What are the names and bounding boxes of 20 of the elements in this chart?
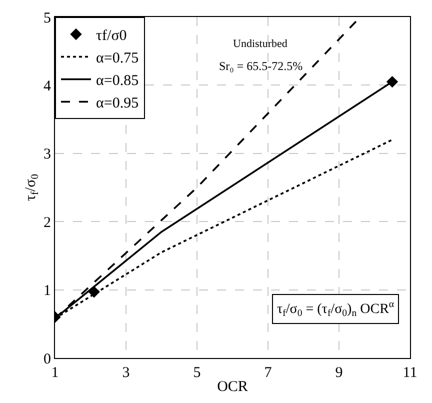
annotation: Undisturbed — [233, 38, 288, 50]
y-tick-label: 5 — [44, 10, 51, 26]
x-tick-label: 3 — [122, 365, 130, 381]
legend-label: α=0.95 — [96, 96, 139, 112]
annotation: Sr₀ = 65.5-72.5% — [219, 59, 303, 73]
x-tick-label: 7 — [264, 365, 272, 381]
x-tick-label: 11 — [402, 365, 418, 381]
text: = (τ$_{f}$/σ$_{0}$)$_{n}$ OCR$^{α}$ — [306, 299, 394, 319]
y-tick-label: 0 — [44, 351, 51, 368]
legend-label: α=0.85 — [96, 73, 139, 90]
y-tick-label: 2 — [44, 214, 51, 231]
legend-label: τf/σ0 — [96, 28, 127, 44]
x-tick-label: 9 — [335, 365, 343, 381]
legend-label: α=0.75 — [96, 50, 139, 67]
y-axis-title: τ$_{f}$/σ$_{0}$ — [277, 302, 302, 319]
y-tick-label: 1 — [44, 283, 51, 300]
x-tick-label: 5 — [193, 365, 201, 381]
x-axis-title: OCR — [217, 379, 248, 395]
y-tick-label: 4 — [44, 78, 52, 94]
y-tick-label: 3 — [44, 146, 51, 163]
